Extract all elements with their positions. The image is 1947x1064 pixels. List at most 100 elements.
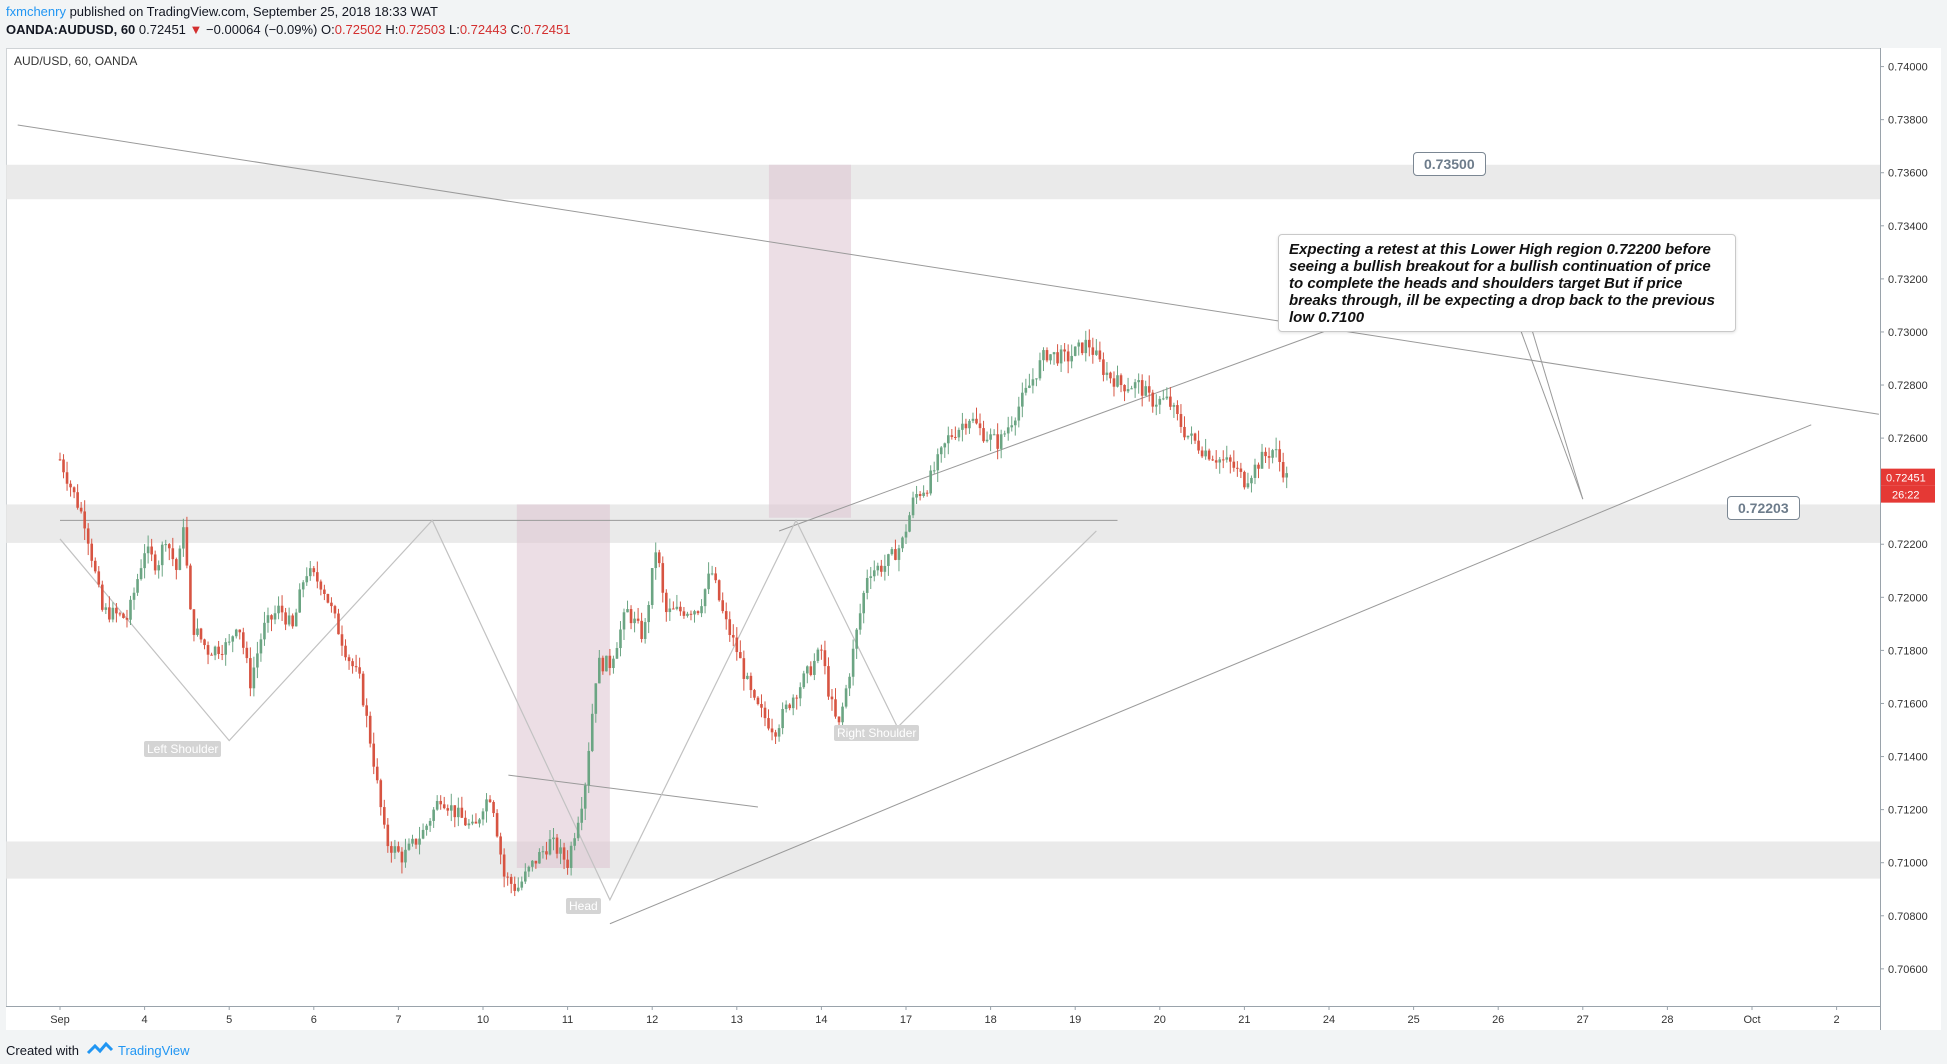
support-zone-0.710 [6, 841, 1880, 879]
chart-panel[interactable]: 0.74000 0.73800 0.73600 0.73400 0.73200 0.730… [6, 48, 1941, 1030]
candle-47 [224, 642, 227, 655]
candle-97 [400, 851, 404, 863]
candle-76 [326, 593, 330, 603]
candle-181 [696, 611, 700, 614]
candle-214 [813, 660, 816, 675]
candle-120 [481, 811, 485, 820]
candle-188 [721, 600, 724, 612]
candle-328 [1214, 460, 1218, 463]
candle-195 [746, 675, 749, 679]
candle-163 [633, 618, 636, 624]
candle-29 [160, 544, 164, 566]
candle-148 [580, 808, 583, 823]
tradingview-logo-icon[interactable] [86, 1041, 114, 1057]
candle-200 [763, 707, 767, 719]
candle-205 [781, 709, 784, 729]
candle-127 [506, 876, 509, 878]
y-tick-label-3: 0.73400 [1888, 221, 1928, 233]
high-value: 0.72503 [398, 22, 446, 37]
descending-trendline [17, 124, 1879, 415]
candle-66 [291, 615, 294, 627]
candle-144 [566, 859, 569, 868]
candle-247 [929, 470, 932, 494]
y-tick-label-5: 0.73000 [1888, 327, 1928, 339]
candle-254 [954, 436, 957, 438]
candle-132 [524, 871, 527, 882]
head-downsloping-line [508, 774, 759, 808]
price-chart[interactable]: 0.74000 0.73800 0.73600 0.73400 0.73200 0.730… [6, 48, 1941, 1030]
candle-212 [806, 666, 809, 674]
candle-228 [862, 592, 865, 614]
candle-67 [294, 612, 298, 627]
candle-210 [798, 687, 802, 699]
candle-198 [756, 697, 760, 705]
candle-141 [555, 837, 559, 854]
candle-343 [1267, 456, 1271, 458]
candle-63 [280, 605, 284, 613]
candle-150 [587, 750, 591, 786]
candle-95 [393, 846, 397, 853]
candle-23 [139, 568, 143, 580]
open-label: O: [320, 22, 335, 37]
candle-174 [672, 608, 675, 610]
candle-309 [1147, 386, 1151, 393]
candle-54 [249, 658, 252, 689]
candle-32 [171, 548, 175, 560]
candle-323 [1197, 440, 1200, 451]
candle-3 [69, 483, 72, 488]
candle-85 [358, 667, 361, 674]
candle-344 [1271, 450, 1274, 458]
x-tick-label-1: 4 [142, 1014, 148, 1026]
candle-59 [266, 615, 270, 623]
candle-246 [925, 492, 929, 494]
candle-165 [640, 620, 643, 639]
candle-135 [534, 860, 538, 864]
candle-183 [703, 589, 707, 607]
candle-248 [932, 470, 936, 472]
candle-22 [136, 579, 139, 593]
created-with-text: Created with [6, 1043, 79, 1058]
candle-136 [538, 852, 541, 864]
candle-268 [1003, 433, 1006, 435]
candle-261 [978, 423, 982, 429]
candle-269 [1006, 427, 1010, 434]
candle-326 [1207, 450, 1211, 460]
candle-87 [365, 705, 368, 716]
candle-337 [1246, 483, 1250, 488]
candle-289 [1077, 342, 1081, 347]
candle-158 [615, 648, 619, 659]
candle-260 [975, 418, 978, 424]
candle-52 [242, 632, 245, 648]
symbol-label: OANDA:AUDUSD, 60 [6, 22, 136, 37]
candle-68 [298, 589, 301, 613]
candle-49 [231, 636, 235, 642]
candle-278 [1038, 360, 1042, 379]
chart-title: AUD/USD, 60, OANDA [14, 54, 138, 68]
candle-338 [1250, 477, 1253, 484]
candle-73 [316, 572, 319, 582]
tradingview-brand[interactable]: TradingView [118, 1043, 190, 1058]
author-link[interactable]: fxmchenry [6, 4, 66, 19]
x-tick-label-9: 14 [815, 1014, 827, 1026]
candle-11 [97, 571, 101, 585]
candle-298 [1109, 372, 1112, 379]
candle-10 [93, 560, 97, 572]
candle-236 [890, 549, 894, 555]
x-tick-label-15: 24 [1323, 1014, 1335, 1026]
candle-293 [1091, 347, 1095, 355]
candle-80 [340, 634, 344, 646]
down-arrow-icon: ▼ [189, 22, 203, 37]
candle-30 [164, 544, 168, 546]
candle-133 [527, 866, 531, 872]
candle-131 [520, 881, 524, 888]
candle-222 [841, 706, 844, 723]
measure-box-breakout [768, 164, 852, 518]
candle-145 [569, 845, 573, 868]
candle-157 [612, 658, 615, 669]
candle-231 [872, 570, 876, 577]
candle-259 [971, 418, 975, 421]
y-tick-label-15: 0.71000 [1888, 858, 1928, 870]
candle-139 [548, 839, 552, 855]
price-change: −0.00064 (−0.09%) [206, 22, 318, 37]
candle-330 [1221, 459, 1225, 461]
